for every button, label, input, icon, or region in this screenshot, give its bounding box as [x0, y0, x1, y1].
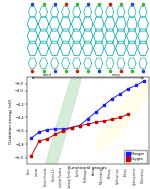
- Text: N-Pyrimidinyl: N-Pyrimidinyl: [100, 167, 104, 184]
- Text: No-Nitrogen: No-Nitrogen: [84, 167, 88, 182]
- Text: Ethoxy: Ethoxy: [124, 167, 128, 176]
- Text: Lactam: Lactam: [35, 167, 39, 176]
- Text: easy: easy: [112, 73, 121, 77]
- Text: hard: hard: [43, 73, 52, 77]
- Text: Pyrrole: Pyrrole: [76, 167, 80, 176]
- Text: Pyrrole-2,5: Pyrrole-2,5: [51, 167, 55, 181]
- Ellipse shape: [27, 28, 91, 189]
- Legend: Nitrogen, Oxygen: Nitrogen, Oxygen: [124, 150, 147, 163]
- X-axis label: Functional groups: Functional groups: [68, 166, 107, 170]
- Ellipse shape: [96, 81, 150, 150]
- Text: None: None: [27, 167, 31, 174]
- Text: Hydroxyl-oxy: Hydroxyl-oxy: [116, 167, 120, 184]
- Text: Methoxy: Methoxy: [108, 167, 112, 178]
- Text: Hydroxyamino: Hydroxyamino: [132, 167, 136, 185]
- Text: Amine: Amine: [92, 167, 96, 175]
- Text: Pyrrole-N-oxide: Pyrrole-N-oxide: [43, 167, 47, 186]
- Y-axis label: Oxidation energy (eV): Oxidation energy (eV): [9, 98, 13, 143]
- Text: Carbazyl Pyridine: Carbazyl Pyridine: [68, 167, 72, 189]
- Text: N-Quinolinyl: N-Quinolinyl: [140, 167, 144, 183]
- Text: Lactam Pyridine: Lactam Pyridine: [59, 167, 63, 187]
